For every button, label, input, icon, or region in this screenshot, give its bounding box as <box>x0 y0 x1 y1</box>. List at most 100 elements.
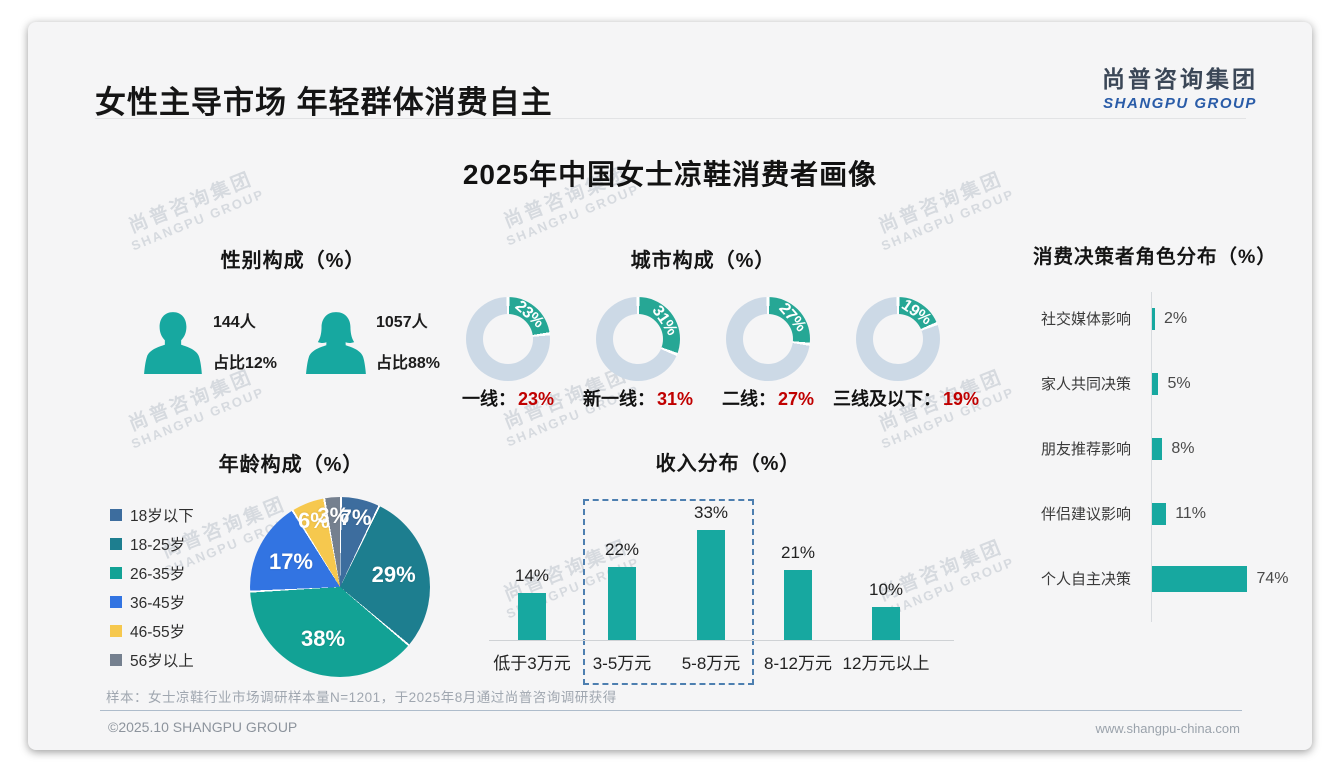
donut-value: 23% <box>517 389 555 409</box>
legend-label: 18-25岁 <box>130 536 186 554</box>
decision-bar-chart: 社交媒体影响 2% 家人共同决策 5% 朋友推荐影响 8% 伴侣建议影响 11% 个人自主决策 7… <box>988 286 1312 611</box>
donut-category: 新一线： <box>582 389 655 409</box>
income-bar <box>872 607 900 640</box>
legend-swatch <box>110 653 122 666</box>
donut-cell: 19% 三线及以下： 19% <box>833 296 979 411</box>
age-section: 年龄构成（%） 18岁以下 18-25岁 26-35岁 36-45岁 46-55岁 56岁… <box>88 448 518 708</box>
income-category-label: 3-5万元 <box>592 654 652 673</box>
legend-swatch <box>110 537 122 550</box>
pie-slice-label: 3% <box>317 503 350 529</box>
decision-category-label: 社交媒体影响 <box>1040 311 1131 328</box>
donut-ring: 31% <box>596 297 681 381</box>
income-category-label: 5-8万元 <box>681 654 741 673</box>
sample-note: 样本：女士凉鞋行业市场调研样本量N=1201，于2025年8月通过尚普咨询调研获… <box>106 690 617 705</box>
decision-value-label: 8% <box>1171 439 1195 457</box>
slide-card: 尚普咨询集团 SHANGPU GROUP 尚普咨询集团 SHANGPU GROUP 尚普… <box>28 22 1312 750</box>
legend-label: 36-45岁 <box>130 594 186 612</box>
income-title: 收入分布（%） <box>655 453 801 475</box>
income-value-label: 10% <box>868 580 904 599</box>
donut-category: 一线： <box>461 389 516 409</box>
donut-cell: 31% 新一线： 31% <box>573 297 703 411</box>
income-value-label: 14% <box>514 566 550 585</box>
decision-category-label: 朋友推荐影响 <box>1040 441 1131 458</box>
decision-category-label: 家人共同决策 <box>1040 376 1131 393</box>
age-legend-item: 46-55岁 <box>110 616 194 645</box>
city-section: 城市构成（%） 23% 一线： 23% 31% 新一线： 31% 27% 二线： 27% 19% 三… <box>443 244 979 414</box>
income-bar <box>697 530 725 640</box>
pie-slice-label: 7% <box>339 504 372 530</box>
male-icon <box>140 304 206 382</box>
donut-hole <box>743 314 793 364</box>
age-legend-item: 18-25岁 <box>110 529 194 558</box>
donut-ring: 19% <box>856 296 940 381</box>
decision-value-label: 5% <box>1167 374 1191 392</box>
female-stats: 1057人 占比88% <box>376 308 440 373</box>
decision-row: 伴侣建议影响 11% <box>988 481 1312 546</box>
gender-section: 性别构成（%） 144人 占比12% 1057人 占比88% <box>98 244 448 394</box>
title-divider <box>95 118 1246 119</box>
footer-copyright: ©2025.10 SHANGPU GROUP <box>108 719 298 735</box>
legend-swatch <box>110 508 122 521</box>
decision-value-label: 11% <box>1175 504 1207 522</box>
footer-divider <box>100 710 1242 711</box>
decision-axis-line <box>1151 292 1152 622</box>
decision-row: 朋友推荐影响 8% <box>988 416 1312 481</box>
city-title: 城市构成（%） <box>630 250 776 272</box>
age-legend-item: 36-45岁 <box>110 587 194 616</box>
decision-bar <box>1152 307 1155 330</box>
pie-slice-label: 38% <box>300 626 346 652</box>
donut-category-label: 新一线： 31% <box>573 385 703 411</box>
donut-value: 31% <box>656 389 694 409</box>
male-count: 144人 <box>213 314 256 331</box>
income-baseline <box>489 640 954 641</box>
page-title: 女性主导市场 年轻群体消费自主 <box>95 85 553 120</box>
income-bar <box>784 570 812 640</box>
donut-ring: 27% <box>726 297 810 381</box>
donut-category: 二线： <box>721 389 776 409</box>
pie-slice-label: 17% <box>268 549 314 575</box>
watermark-en: SHANGPU GROUP <box>129 384 267 452</box>
age-legend-item: 56岁以上 <box>110 645 194 674</box>
income-section: 收入分布（%） 14% 低于3万元 22% 3-5万元 33% 5-8万元 21% 8-12万… <box>468 447 988 697</box>
donut-ring: 23% <box>466 297 550 381</box>
gender-title: 性别构成（%） <box>220 250 366 272</box>
income-value-label: 33% <box>693 503 729 522</box>
income-category-label: 低于3万元 <box>493 654 571 673</box>
decision-value-label: 2% <box>1164 309 1188 327</box>
footer-website: www.shangpu-china.com <box>1095 721 1240 736</box>
donut-category: 三线及以下： <box>833 389 941 409</box>
age-legend: 18岁以下 18-25岁 26-35岁 36-45岁 46-55岁 56岁以上 <box>110 500 194 674</box>
legend-swatch <box>110 624 122 637</box>
donut-category-label: 一线： 23% <box>443 385 573 411</box>
decision-bar <box>1152 372 1159 395</box>
decision-row: 个人自主决策 74% <box>988 546 1312 611</box>
decision-title: 消费决策者角色分布（%） <box>1033 246 1277 268</box>
chart-main-title: 2025年中国女士凉鞋消费者画像 <box>462 159 878 190</box>
donut-hole <box>873 314 923 364</box>
income-highlight-box <box>583 499 754 685</box>
donut-value: 19% <box>943 389 980 409</box>
age-title: 年龄构成（%） <box>218 454 364 476</box>
income-category-label: 8-12万元 <box>763 654 833 673</box>
legend-label: 46-55岁 <box>130 623 186 641</box>
decision-bar <box>1152 502 1167 525</box>
age-legend-item: 18岁以下 <box>110 500 194 529</box>
company-logo: 尚普咨询集团 SHANGPU GROUP <box>1087 60 1273 112</box>
legend-label: 26-35岁 <box>130 565 186 583</box>
legend-label: 18岁以下 <box>130 507 194 525</box>
decision-category-label: 个人自主决策 <box>1040 571 1131 588</box>
donut-cell: 27% 二线： 27% <box>703 297 833 411</box>
decision-value-label: 74% <box>1256 569 1289 587</box>
male-share: 占比12% <box>213 355 278 372</box>
donut-cell: 23% 一线： 23% <box>443 297 573 411</box>
income-category-label: 12万元以上 <box>842 654 930 673</box>
pie-slice-label: 29% <box>371 562 416 587</box>
decision-bar <box>1152 565 1248 592</box>
donut-category-label: 二线： 27% <box>703 385 833 411</box>
legend-swatch <box>110 566 122 579</box>
decision-section: 消费决策者角色分布（%） 社交媒体影响 2% 家人共同决策 5% 朋友推荐影响 8% 伴侣建… <box>988 240 1312 660</box>
male-stats: 144人 占比12% <box>213 308 277 373</box>
city-donut-charts: 23% 一线： 23% 31% 新一线： 31% 27% 二线： 27% 19% 三线及以下： 19% <box>443 296 979 411</box>
income-value-label: 21% <box>780 543 816 562</box>
decision-row: 家人共同决策 5% <box>988 351 1312 416</box>
